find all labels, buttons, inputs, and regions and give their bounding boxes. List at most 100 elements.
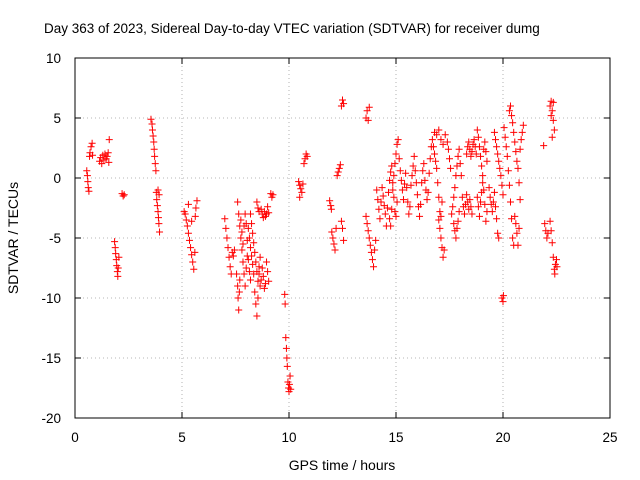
data-point-marker [433,131,441,139]
data-point-marker [499,292,507,300]
data-point-marker [147,115,155,123]
data-point-marker [392,212,400,220]
data-point-marker [299,180,307,188]
data-point-marker [402,169,410,177]
data-point-marker [333,172,341,180]
data-point-marker [506,102,514,110]
data-point-marker [498,181,506,189]
data-point-marker [473,126,481,134]
data-point-marker [242,264,250,272]
data-point-marker [467,203,475,211]
data-point-marker [429,143,437,151]
x-tick-label: 15 [388,430,403,445]
data-point-marker [83,172,91,180]
data-point-marker [478,162,486,170]
data-point-marker [516,196,524,204]
data-point-marker [223,234,231,242]
data-point-marker [511,212,519,220]
data-point-marker [499,298,507,306]
data-point-marker [468,210,476,218]
data-point-marker [372,236,380,244]
data-point-marker [189,258,197,266]
data-point-marker [366,241,374,249]
data-point-marker [509,234,517,242]
data-point-marker [394,136,402,144]
data-point-marker [365,234,373,242]
data-point-marker [423,196,431,204]
data-point-marker [479,179,487,187]
data-point-marker [479,172,487,180]
data-point-marker [233,270,241,278]
data-point-marker [88,139,96,147]
data-point-marker [151,152,159,160]
data-point-marker [239,240,247,248]
data-point-marker [235,306,243,314]
data-point-marker [238,246,246,254]
data-point-marker [153,202,161,210]
data-point-marker [182,216,190,224]
data-point-marker [500,124,508,132]
data-point-marker [547,227,555,235]
data-point-marker [371,246,379,254]
data-point-marker [373,186,381,194]
data-point-marker [260,284,268,292]
data-point-marker [190,265,198,273]
x-tick-label: 20 [495,430,510,445]
data-point-marker [234,282,242,290]
data-point-marker [148,120,156,128]
y-tick-label: -20 [41,411,61,426]
data-point-marker [449,203,457,211]
data-point-marker [393,140,401,148]
data-point-marker [362,212,370,220]
data-point-marker [114,272,122,280]
data-point-marker [493,215,501,223]
data-point-marker [417,200,425,208]
data-point-marker [285,380,293,388]
data-point-marker [264,268,272,276]
data-point-marker [493,143,501,151]
data-point-marker [184,229,192,237]
data-point-marker [398,186,406,194]
data-point-marker [148,126,156,134]
data-point-marker [85,187,93,195]
data-point-marker [252,258,260,266]
grid-lines [75,58,610,418]
data-point-marker [492,203,500,211]
data-point-marker [482,217,490,225]
data-point-marker [463,150,471,158]
data-point-marker [87,143,95,151]
data-point-marker [424,188,432,196]
data-point-marker [458,193,466,201]
data-point-marker [514,241,522,249]
data-point-marker [84,178,92,186]
x-tick-label: 0 [71,430,79,445]
data-point-marker [389,186,397,194]
data-point-marker [251,248,259,256]
data-point-marker [467,152,475,160]
data-point-marker [264,203,272,211]
data-point-marker [244,256,252,264]
data-point-marker [191,212,199,220]
data-point-marker [548,107,556,115]
data-series-sdtvar [83,96,561,396]
data-point-marker [516,145,524,153]
data-point-marker [457,172,465,180]
data-point-marker [253,312,261,320]
data-point-marker [153,196,161,204]
data-point-marker [339,224,346,232]
data-point-marker [453,224,461,232]
data-point-marker [454,152,462,160]
data-point-marker [241,282,249,290]
data-point-marker [437,212,445,220]
data-point-marker [401,180,409,188]
data-point-marker [337,217,345,225]
data-point-marker [368,256,376,264]
data-point-marker [492,136,500,144]
data-point-marker [111,244,119,252]
data-point-marker [395,155,403,163]
data-point-marker [519,121,527,129]
data-point-marker [548,133,556,141]
data-point-marker [370,263,378,271]
data-point-marker [222,224,230,232]
data-point-marker [409,162,417,170]
